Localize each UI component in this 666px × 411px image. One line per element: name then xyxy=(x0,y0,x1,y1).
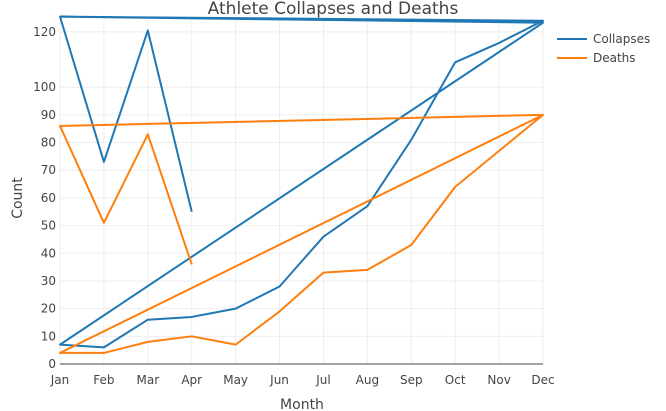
y-tick-label: 70 xyxy=(41,163,56,177)
y-tick-label: 10 xyxy=(41,329,56,343)
x-tick-label: Dec xyxy=(531,373,554,387)
series-line-collapses xyxy=(59,15,544,349)
series-lines xyxy=(59,15,544,354)
x-tick-label: Oct xyxy=(445,373,466,387)
y-tick-label: 60 xyxy=(41,191,56,205)
x-tick-label: Jul xyxy=(315,373,330,387)
y-tick-label: 20 xyxy=(41,302,56,316)
y-tick-label: 90 xyxy=(41,108,56,122)
axes: Jan Feb Mar Apr May Jun Jul Aug Sep Oct Nov Dec 0 10 2… xyxy=(33,25,555,387)
x-tick-label: Aug xyxy=(356,373,379,387)
legend-item-deaths[interactable]: Deaths xyxy=(557,51,636,65)
legend-item-collapses[interactable]: Collapses xyxy=(557,32,650,46)
x-tick-label: Jan xyxy=(50,373,70,387)
y-tick-label: 30 xyxy=(41,274,56,288)
y-tick-label: 120 xyxy=(33,25,56,39)
y-tick-label: 80 xyxy=(41,136,56,150)
x-axis-title: Month xyxy=(280,397,324,411)
y-tick-label: 40 xyxy=(41,246,56,260)
series-line-deaths xyxy=(59,113,544,354)
x-tick-label: Feb xyxy=(93,373,114,387)
grid xyxy=(59,18,544,364)
y-tick-label: 50 xyxy=(41,219,56,233)
y-tick-label: 100 xyxy=(33,80,56,94)
x-tick-label: Sep xyxy=(400,373,423,387)
x-tick-label: May xyxy=(223,373,248,387)
legend[interactable]: Collapses Deaths xyxy=(557,32,650,65)
chart-title: Athlete Collapses and Deaths xyxy=(208,0,459,19)
legend-label: Collapses xyxy=(593,32,650,46)
x-tick-label: Apr xyxy=(181,373,202,387)
y-axis-title: Count xyxy=(10,177,26,219)
y-tick-label: 0 xyxy=(48,357,56,371)
x-tick-label: Mar xyxy=(136,373,159,387)
x-tick-label: Jun xyxy=(269,373,289,387)
x-tick-label: Nov xyxy=(487,373,510,387)
legend-label: Deaths xyxy=(593,51,636,65)
